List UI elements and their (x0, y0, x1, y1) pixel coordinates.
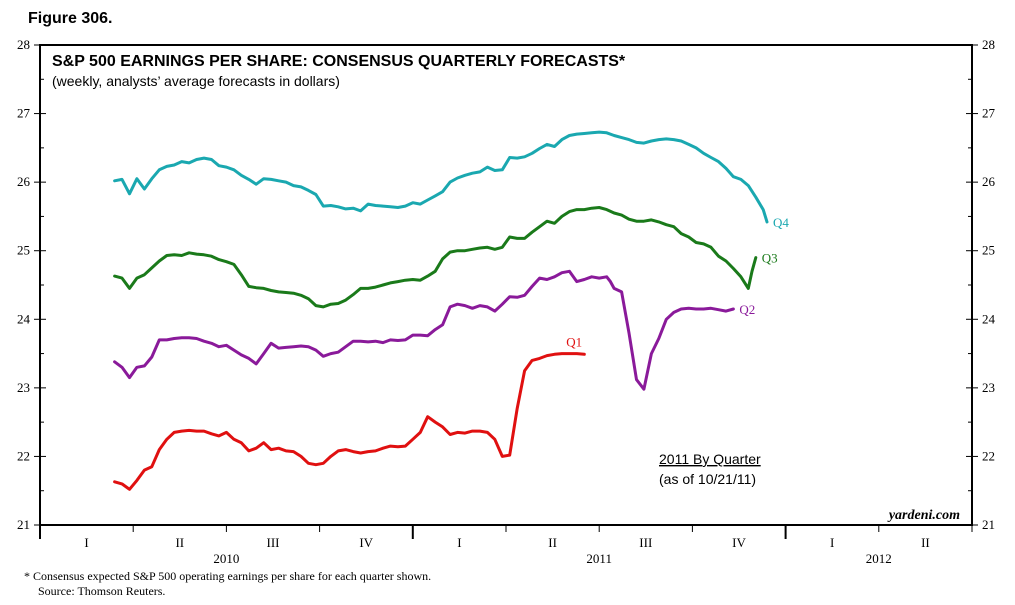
x-year-label: 2011 (586, 551, 612, 566)
series-line-q4 (113, 130, 769, 224)
y-tick-label-left: 27 (17, 106, 31, 121)
y-tick-label-left: 26 (17, 174, 31, 189)
y-tick-label-right: 24 (982, 311, 996, 326)
series-label-q4: Q4 (773, 215, 789, 230)
y-tick-label-right: 25 (982, 243, 995, 258)
series-label-q3: Q3 (762, 251, 778, 266)
series-line-q1 (113, 352, 586, 491)
x-quarter-label: II (548, 535, 557, 550)
x-quarter-label: I (84, 535, 88, 550)
footnote-source: Source: Thomson Reuters. (38, 584, 165, 598)
y-tick-label-right: 28 (982, 37, 995, 52)
series-line-q3 (113, 206, 758, 309)
x-quarter-label: I (830, 535, 834, 550)
series-label-q1: Q1 (566, 334, 582, 349)
y-tick-label-left: 23 (17, 380, 30, 395)
annotation-title: 2011 By Quarter (659, 451, 761, 467)
y-tick-label-right: 23 (982, 380, 995, 395)
y-tick-label-left: 24 (17, 311, 31, 326)
y-tick-label-right: 27 (982, 106, 996, 121)
y-tick-label-right: 21 (982, 517, 995, 532)
plot-frame (39, 44, 973, 526)
y-tick-label-left: 28 (17, 37, 30, 52)
y-tick-label-left: 21 (17, 517, 30, 532)
chart-title: S&P 500 EARNINGS PER SHARE: CONSENSUS QU… (52, 53, 626, 70)
y-tick-label-left: 22 (17, 448, 30, 463)
y-axis-right: 21 22 23 24 25 26 27 28 (966, 37, 996, 532)
y-tick-label-right: 22 (982, 448, 995, 463)
figure-label: Figure 306. (28, 10, 112, 27)
chart-subtitle: (weekly, analysts’ average forecasts in … (52, 73, 340, 89)
x-quarter-label: III (267, 535, 280, 550)
y-axis-left: 21 22 23 24 25 26 27 28 (17, 37, 46, 532)
series-label-q2: Q2 (739, 302, 755, 317)
y-tick-label-left: 25 (17, 243, 30, 258)
series-lines: Q4 Q3 Q2 Q1 (113, 130, 789, 491)
x-quarter-label: III (639, 535, 652, 550)
x-quarter-label: I (457, 535, 461, 550)
x-year-label: 2012 (866, 551, 892, 566)
x-quarter-label: IV (359, 535, 373, 550)
x-quarter-label: II (175, 535, 184, 550)
series-line-q2 (113, 269, 735, 391)
annotation-subtitle: (as of 10/21/11) (659, 471, 756, 487)
x-quarter-label: IV (732, 535, 746, 550)
y-tick-label-right: 26 (982, 174, 996, 189)
footnote-line-1: * Consensus expected S&P 500 operating e… (24, 569, 431, 583)
x-quarter-label: II (921, 535, 930, 550)
x-year-label: 2010 (213, 551, 239, 566)
brand-watermark: yardeni.com (887, 508, 960, 523)
